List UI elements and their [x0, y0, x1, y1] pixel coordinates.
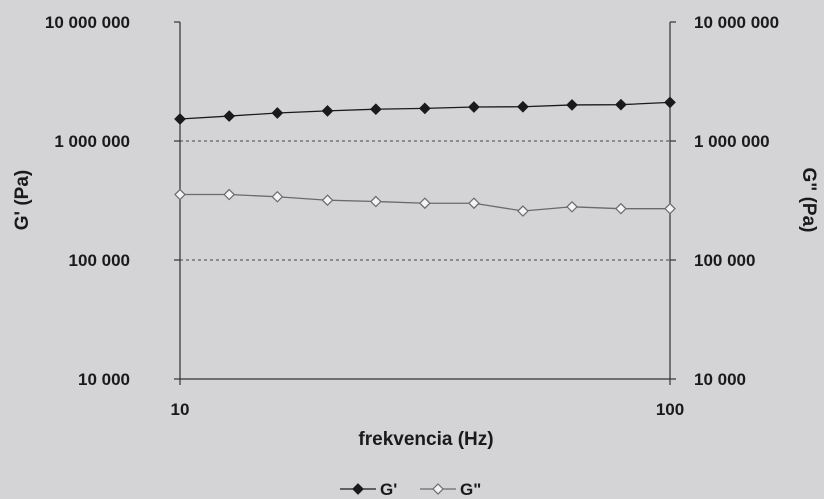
data-point [664, 202, 676, 215]
data-point [321, 105, 334, 117]
data-point [517, 205, 529, 217]
data-point [517, 100, 529, 113]
legend-marker [432, 483, 444, 495]
legend: G' G" [340, 480, 481, 499]
y-tick-label-right: 100 000 [694, 251, 755, 270]
data-point [418, 197, 431, 210]
data-point [468, 197, 480, 210]
data-point [615, 98, 627, 111]
y-tick-label-left: 10 000 [78, 370, 130, 389]
data-point [369, 103, 382, 116]
data-point [369, 195, 382, 208]
data-point [321, 194, 334, 207]
y-tick-label-left: 100 000 [69, 251, 130, 270]
data-point [566, 200, 578, 213]
x-axis-label: frekvencia (Hz) [358, 429, 493, 450]
data-point [664, 96, 676, 109]
data-point [223, 188, 236, 201]
y-tick-label-left: 10 000 000 [45, 13, 130, 32]
data-point [223, 110, 236, 122]
y-axis-label-right: G" (Pa) [798, 168, 819, 233]
series-g-double-prime [174, 188, 676, 217]
data-point [615, 202, 627, 215]
legend-marker [352, 483, 364, 495]
data-point [174, 113, 186, 125]
y-tick-label-right: 10 000 000 [694, 13, 779, 32]
tick-labels: 10 000 10 000 100 000 100 000 1 000 000 1 000… [45, 13, 779, 419]
series-g-prime [174, 96, 676, 125]
y-axis-label-left: G' (Pa) [12, 170, 33, 230]
data-point [468, 101, 480, 113]
x-tick-label: 100 [656, 400, 684, 419]
x-tick-label: 10 [171, 400, 190, 419]
data-point [271, 107, 284, 119]
y-tick-label-right: 10 000 [694, 370, 746, 389]
legend-label: G" [460, 480, 481, 499]
y-tick-label-left: 1 000 000 [54, 132, 130, 151]
series-layer [174, 96, 676, 217]
y-tick-label-right: 1 000 000 [694, 132, 770, 151]
axes [174, 21, 676, 385]
data-point [271, 190, 284, 203]
gridlines [180, 140, 670, 261]
data-point [174, 188, 186, 201]
legend-label: G' [380, 480, 397, 499]
data-point [566, 99, 578, 111]
data-point [418, 102, 431, 115]
